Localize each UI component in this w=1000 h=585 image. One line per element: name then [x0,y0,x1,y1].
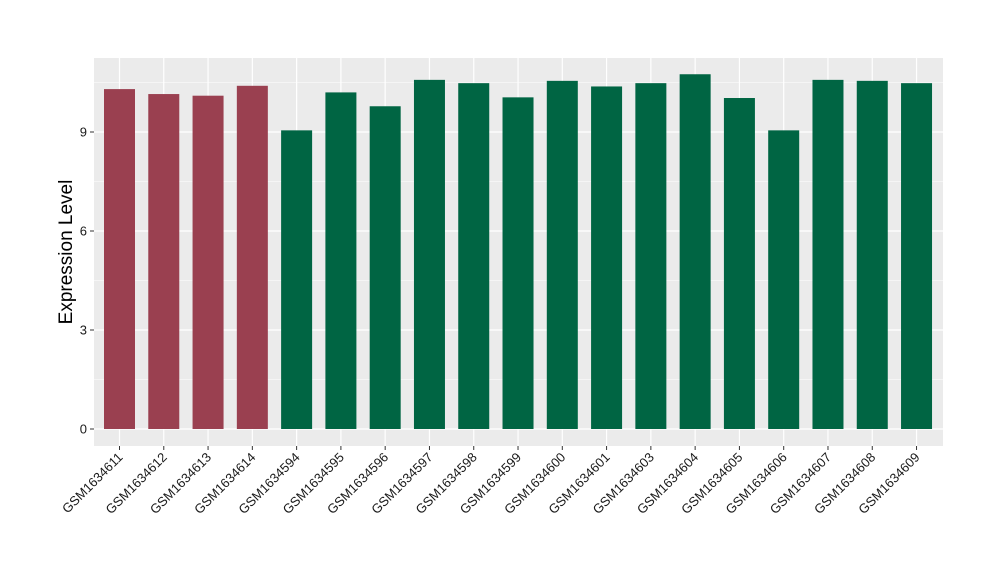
bar-GSM1634595 [325,92,357,430]
bar-GSM1634612 [148,94,180,430]
bar-GSM1634609 [901,83,933,429]
y-tick-label: 3 [80,323,87,338]
bar-GSM1634605 [723,98,755,429]
bar-GSM1634606 [768,130,800,429]
bar-GSM1634596 [369,106,401,429]
bar-GSM1634598 [458,83,490,429]
y-tick-label: 9 [80,125,87,140]
bar-GSM1634600 [546,80,578,429]
bar-GSM1634603 [635,83,667,429]
bar-GSM1634611 [104,89,135,429]
bar-GSM1634613 [192,95,224,429]
bar-GSM1634601 [591,86,623,430]
bar-GSM1634607 [812,79,844,430]
bar-GSM1634614 [236,85,268,430]
bar-GSM1634599 [502,97,534,429]
bars [104,74,933,430]
bar-GSM1634597 [413,79,445,430]
bar-GSM1634608 [856,80,888,429]
y-axis-title: Expression Level [56,180,77,325]
bar-GSM1634594 [281,130,313,429]
bar-GSM1634604 [679,74,711,429]
y-tick-label: 0 [80,422,87,437]
y-tick-label: 6 [80,224,87,239]
